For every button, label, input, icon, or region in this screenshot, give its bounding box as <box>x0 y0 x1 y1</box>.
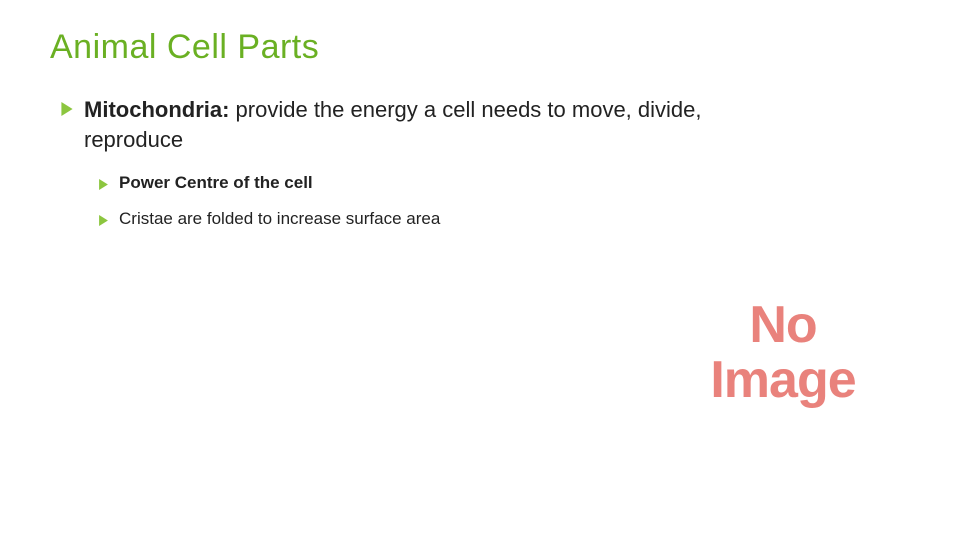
sub-bullet-text: Power Centre of the cell <box>119 172 313 194</box>
main-bullet: Mitochondria: provide the energy a cell … <box>60 95 920 154</box>
arrow-bullet-icon <box>60 102 74 116</box>
slide: Animal Cell Parts Mitochondria: provide … <box>0 0 960 540</box>
sub-bullet-text: Cristae are folded to increase surface a… <box>119 208 440 230</box>
sub-bullet-list: Power Centre of the cell Cristae are fol… <box>98 172 920 230</box>
main-bullet-bold: Mitochondria: <box>84 97 229 122</box>
no-image-line1: No <box>710 298 855 353</box>
slide-title: Animal Cell Parts <box>50 28 920 67</box>
sub-bullet: Cristae are folded to increase surface a… <box>98 208 920 230</box>
arrow-bullet-icon <box>98 213 109 224</box>
no-image-placeholder: No Image <box>668 238 898 468</box>
no-image-line2: Image <box>710 353 855 408</box>
no-image-text: No Image <box>710 298 855 407</box>
sub-bullet: Power Centre of the cell <box>98 172 920 194</box>
content-area: Animal Cell Parts Mitochondria: provide … <box>50 28 920 245</box>
arrow-bullet-icon <box>98 177 109 188</box>
main-bullet-text: Mitochondria: provide the energy a cell … <box>84 95 704 154</box>
